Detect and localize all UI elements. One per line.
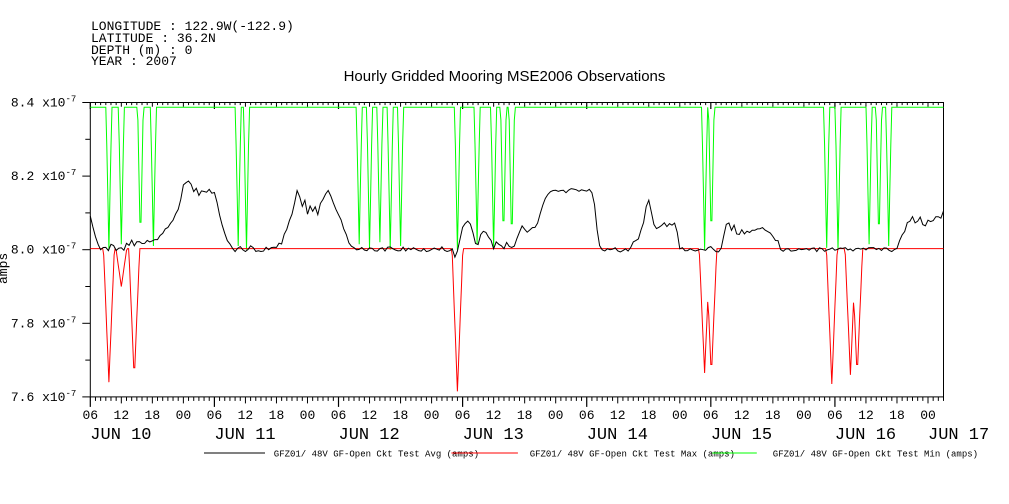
svg-text:12: 12 xyxy=(114,408,130,423)
svg-text:18: 18 xyxy=(889,408,905,423)
svg-text:JUN 16: JUN 16 xyxy=(835,426,896,445)
svg-text:7.8 x10-7: 7.8 x10-7 xyxy=(11,315,76,331)
svg-text:JUN 15: JUN 15 xyxy=(711,426,772,445)
svg-text:GFZ01/ 48V GF-Open Ckt Test Mi: GFZ01/ 48V GF-Open Ckt Test Min (amps) xyxy=(773,450,978,460)
svg-text:12: 12 xyxy=(734,408,750,423)
svg-text:00: 00 xyxy=(424,408,440,423)
svg-text:06: 06 xyxy=(331,408,347,423)
svg-text:12: 12 xyxy=(486,408,502,423)
svg-text:06: 06 xyxy=(82,408,98,423)
svg-text:JUN 13: JUN 13 xyxy=(463,426,524,445)
svg-text:7.6 x10-7: 7.6 x10-7 xyxy=(11,389,76,405)
svg-text:18: 18 xyxy=(765,408,781,423)
svg-text:8.2 x10-7: 8.2 x10-7 xyxy=(11,168,76,184)
svg-text:06: 06 xyxy=(207,408,223,423)
svg-text:JUN 11: JUN 11 xyxy=(214,426,275,445)
svg-text:06: 06 xyxy=(579,408,595,423)
svg-text:18: 18 xyxy=(517,408,533,423)
svg-text:12: 12 xyxy=(858,408,874,423)
svg-text:12: 12 xyxy=(238,408,254,423)
svg-text:00: 00 xyxy=(796,408,812,423)
svg-text:00: 00 xyxy=(672,408,688,423)
svg-text:06: 06 xyxy=(703,408,719,423)
svg-text:18: 18 xyxy=(145,408,161,423)
svg-text:amps: amps xyxy=(0,253,11,284)
svg-text:GFZ01/ 48V GF-Open Ckt Test Av: GFZ01/ 48V GF-Open Ckt Test Avg (amps) xyxy=(274,450,479,460)
svg-text:JUN 14: JUN 14 xyxy=(587,426,648,445)
svg-text:00: 00 xyxy=(300,408,316,423)
svg-text:18: 18 xyxy=(393,408,409,423)
svg-text:18: 18 xyxy=(641,408,657,423)
svg-text:12: 12 xyxy=(362,408,378,423)
svg-text:8.0 x10-7: 8.0 x10-7 xyxy=(11,242,76,258)
svg-text:JUN 12: JUN 12 xyxy=(339,426,400,445)
svg-text:JUN 10: JUN 10 xyxy=(90,426,151,445)
svg-text:06: 06 xyxy=(455,408,471,423)
svg-text:00: 00 xyxy=(920,408,936,423)
svg-text:8.4 x10-7: 8.4 x10-7 xyxy=(11,95,76,111)
svg-text:JUN 17: JUN 17 xyxy=(928,426,989,445)
svg-text:00: 00 xyxy=(548,408,564,423)
svg-text:00: 00 xyxy=(176,408,192,423)
svg-text:12: 12 xyxy=(610,408,626,423)
svg-text:06: 06 xyxy=(827,408,843,423)
svg-text:GFZ01/ 48V GF-Open Ckt Test Ma: GFZ01/ 48V GF-Open Ckt Test Max (amps) xyxy=(530,450,735,460)
svg-text:18: 18 xyxy=(269,408,285,423)
